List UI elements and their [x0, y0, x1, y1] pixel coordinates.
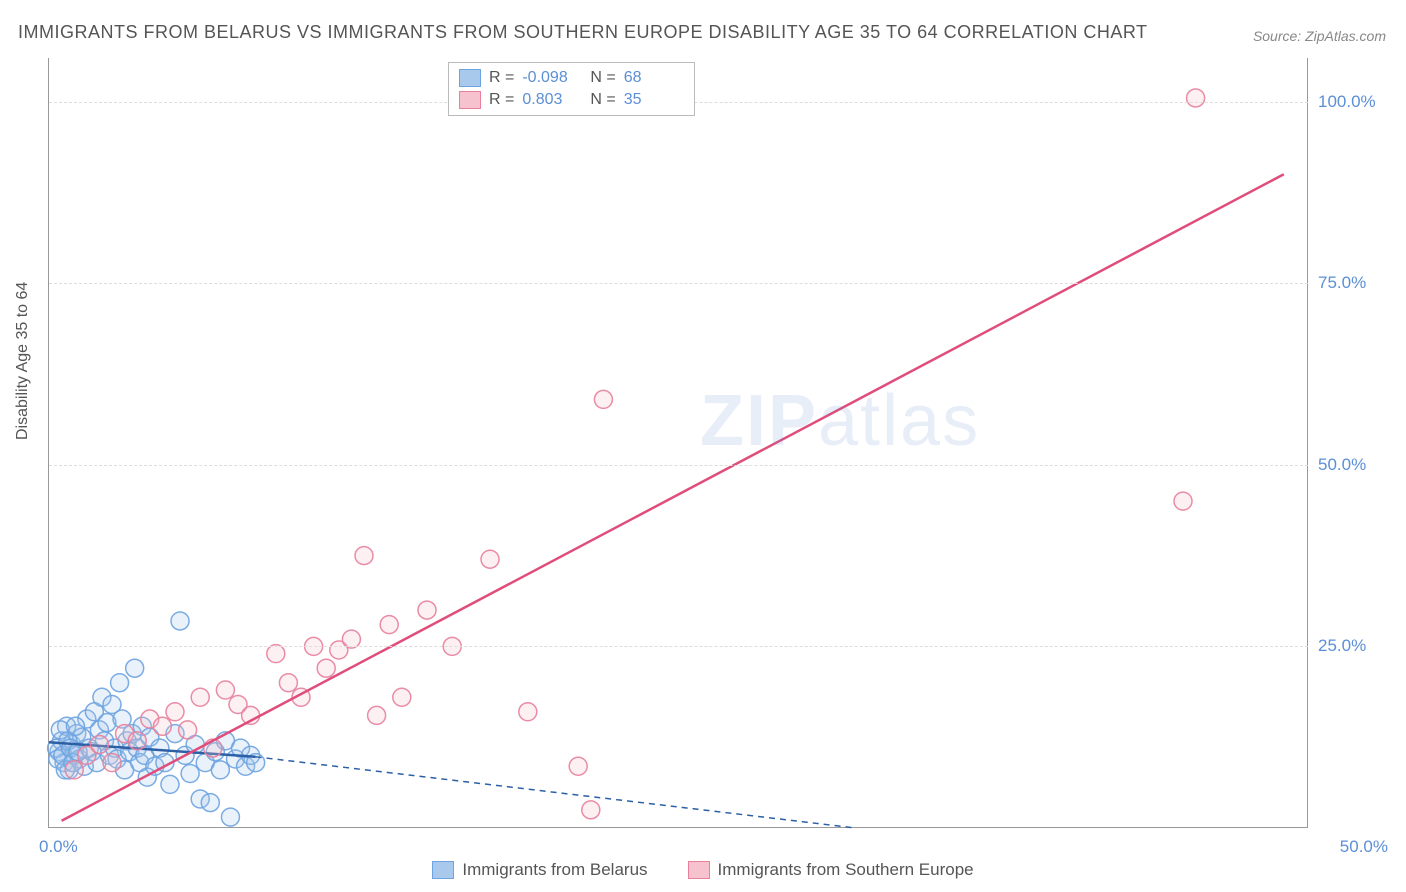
legend-row-belarus: R = -0.098 N = 68	[459, 67, 684, 89]
southern_europe-point	[355, 547, 373, 565]
belarus-point	[66, 717, 84, 735]
x-tick-max: 50.0%	[1340, 837, 1388, 857]
southern_europe-point	[380, 616, 398, 634]
legend-n-value: 68	[624, 69, 684, 87]
x-tick-min: 0.0%	[39, 837, 78, 857]
belarus-point	[111, 674, 129, 692]
legend-n-value: 35	[624, 91, 684, 109]
gridline-h	[49, 465, 1308, 466]
southern_europe-point	[368, 706, 386, 724]
legend-r-value: -0.098	[522, 69, 582, 87]
southern_europe-point	[481, 550, 499, 568]
southern_europe-point	[191, 688, 209, 706]
legend-label: Immigrants from Belarus	[462, 860, 647, 880]
legend-swatch	[459, 91, 481, 109]
belarus-point	[221, 808, 239, 826]
southern_europe-point	[418, 601, 436, 619]
legend-item-belarus: Immigrants from Belarus	[432, 860, 647, 880]
legend-series: Immigrants from Belarus Immigrants from S…	[0, 860, 1406, 884]
southern_europe-point	[128, 732, 146, 750]
chart-svg	[49, 58, 1308, 827]
belarus-point	[126, 659, 144, 677]
legend-swatch	[459, 69, 481, 87]
southern_europe-point	[569, 757, 587, 775]
y-tick-label: 100.0%	[1318, 92, 1388, 112]
southern_europe-point	[1187, 89, 1205, 107]
southern_europe-point	[179, 721, 197, 739]
legend-r-label: R =	[489, 69, 514, 87]
y-tick-label: 75.0%	[1318, 273, 1388, 293]
southern_europe-point	[594, 390, 612, 408]
legend-swatch	[688, 861, 710, 879]
belarus-trendline-extrapolated	[256, 757, 856, 828]
y-tick-label: 25.0%	[1318, 636, 1388, 656]
southern_europe-point	[519, 703, 537, 721]
belarus-point	[171, 612, 189, 630]
belarus-point	[211, 761, 229, 779]
southern_europe-point	[582, 801, 600, 819]
southern_europe-point	[166, 703, 184, 721]
legend-correlation: R = -0.098 N = 68 R = 0.803 N = 35	[448, 62, 695, 116]
belarus-point	[181, 765, 199, 783]
southern_europe-point	[216, 681, 234, 699]
gridline-h	[49, 646, 1308, 647]
southern_europe-point	[279, 674, 297, 692]
legend-row-southern_europe: R = 0.803 N = 35	[459, 89, 684, 111]
legend-swatch	[432, 861, 454, 879]
southern_europe-point	[90, 735, 108, 753]
belarus-point	[161, 775, 179, 793]
legend-n-label: N =	[590, 91, 615, 109]
southern_europe-point	[65, 761, 83, 779]
legend-label: Immigrants from Southern Europe	[718, 860, 974, 880]
southern_europe-point	[153, 717, 171, 735]
gridline-h	[49, 283, 1308, 284]
chart-title: IMMIGRANTS FROM BELARUS VS IMMIGRANTS FR…	[18, 22, 1148, 43]
belarus-point	[201, 794, 219, 812]
southern_europe-trendline	[62, 174, 1284, 821]
legend-item-southern_europe: Immigrants from Southern Europe	[688, 860, 974, 880]
southern_europe-point	[103, 754, 121, 772]
plot-area: 0.0% 50.0% 25.0%50.0%75.0%100.0%	[48, 58, 1308, 828]
southern_europe-point	[393, 688, 411, 706]
southern_europe-point	[317, 659, 335, 677]
y-tick-label: 50.0%	[1318, 455, 1388, 475]
legend-r-label: R =	[489, 91, 514, 109]
southern_europe-point	[1174, 492, 1192, 510]
y-axis-label: Disability Age 35 to 64	[14, 282, 32, 440]
source-label: Source: ZipAtlas.com	[1253, 28, 1386, 44]
legend-r-value: 0.803	[522, 91, 582, 109]
legend-n-label: N =	[590, 69, 615, 87]
